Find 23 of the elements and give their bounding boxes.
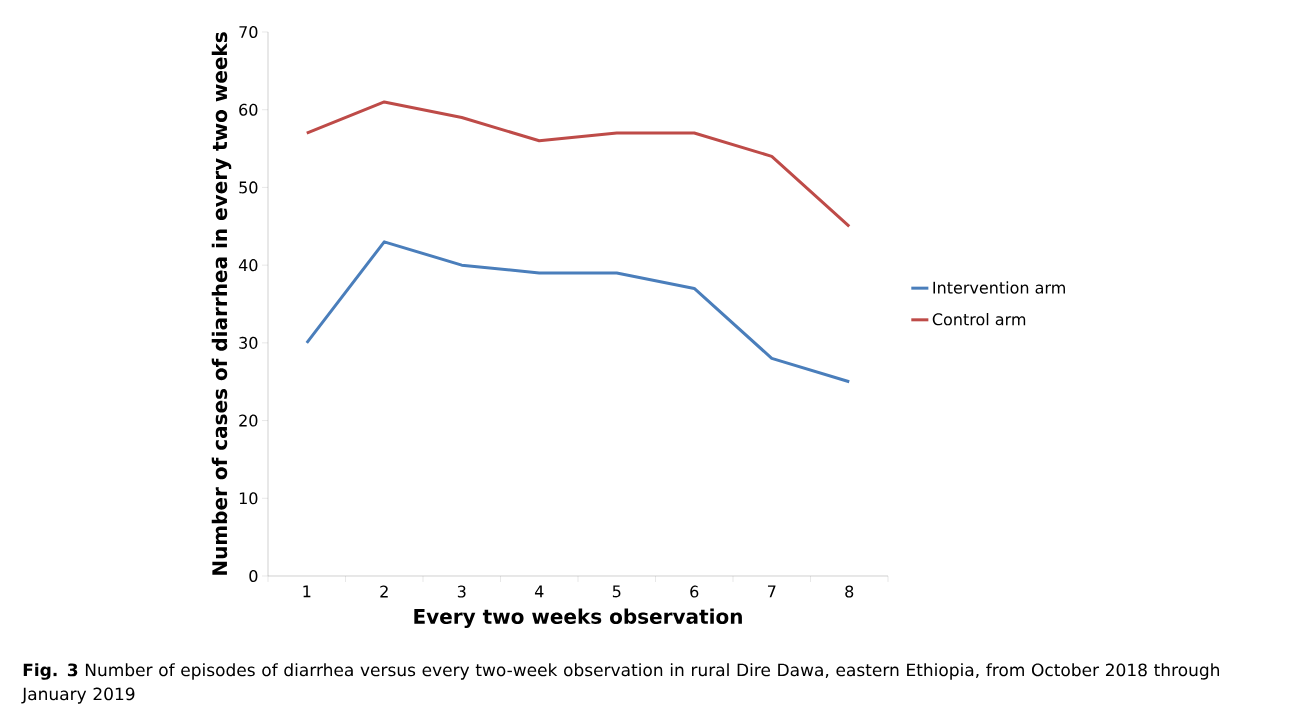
y-axis-title: Number of cases of diarrhea in every two weeks [211, 32, 232, 575]
y-tick-label: 10 [239, 492, 258, 505]
x-tick-label: 7 [767, 585, 776, 598]
y-tick-label: 0 [249, 569, 258, 583]
y-tick-label: 60 [239, 103, 258, 116]
x-tick-label: 6 [690, 585, 699, 598]
line-series [305, 100, 851, 228]
x-tick-label: 5 [612, 585, 621, 598]
y-tick-label: 30 [239, 336, 258, 349]
y-tick-label: 70 [239, 25, 258, 39]
x-tick-label: 2 [380, 585, 388, 598]
text: Fig. 3 Number of episodes of diarrhea versus every two-week observation in rural Dire Dawa, eastern Ethiopia, from October 2018 through January 2019 [21, 663, 1220, 704]
y-tick-label: 50 [239, 181, 258, 194]
x-tick-label: 1 [303, 585, 311, 598]
y-tick-label: 20 [239, 414, 258, 427]
y-tick-label: 40 [238, 259, 258, 272]
x-tick-label: 8 [845, 585, 854, 598]
line-series [305, 240, 851, 384]
legend-label: Intervention arm [933, 281, 1065, 294]
x-tick-label: 3 [457, 585, 466, 598]
x-axis-title: Every two weeks observation [414, 608, 742, 628]
x-tick-label: 4 [534, 585, 544, 598]
legend-label: Control arm [932, 312, 1026, 326]
